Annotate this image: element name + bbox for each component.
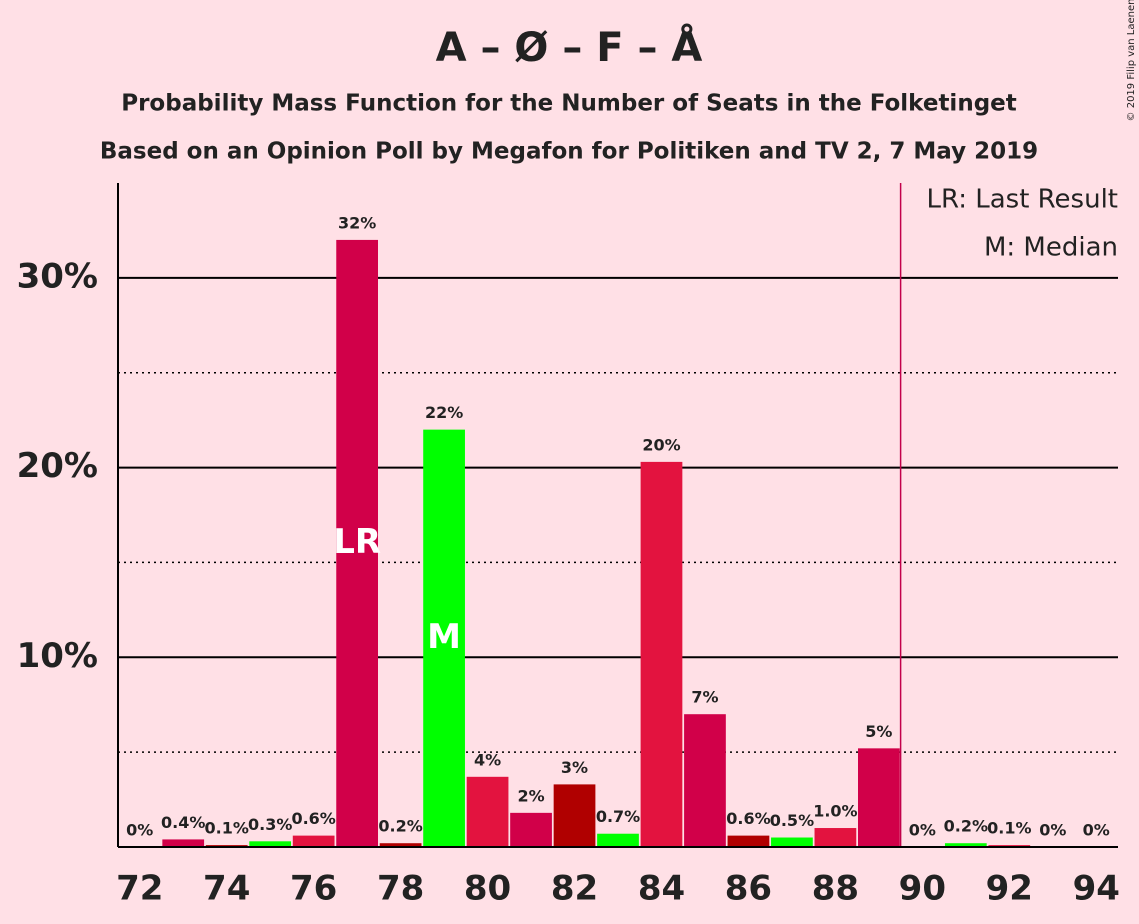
value-label: 0.1% <box>205 819 249 838</box>
bar <box>162 839 205 847</box>
annotation: LR <box>333 522 381 562</box>
value-label: 0.3% <box>248 815 292 834</box>
value-label: 22% <box>425 403 463 422</box>
bar <box>249 841 292 847</box>
x-tick-label: 86 <box>725 869 772 909</box>
bar <box>553 784 596 847</box>
value-label: 0.6% <box>726 809 770 828</box>
bar <box>423 429 465 847</box>
value-label: 0.2% <box>944 817 988 836</box>
bar <box>814 828 857 847</box>
value-label: 0.7% <box>596 807 640 826</box>
value-label: 0% <box>909 821 936 840</box>
value-label: 0.1% <box>987 819 1031 838</box>
bar <box>466 776 509 847</box>
chart-subtitle: Probability Mass Function for the Number… <box>121 91 1017 117</box>
copyright: © 2019 Filip van Laenen <box>1126 0 1137 121</box>
bar <box>858 748 900 847</box>
x-tick-label: 84 <box>638 869 685 909</box>
value-label: 7% <box>691 688 718 707</box>
chart-subtitle: Based on an Opinion Poll by Megafon for … <box>100 139 1038 165</box>
value-label: 3% <box>561 758 588 777</box>
value-label: 20% <box>642 435 680 454</box>
value-label: 0.6% <box>291 809 335 828</box>
annotation: M <box>427 617 461 657</box>
legend-entry: M: Median <box>984 233 1118 263</box>
value-label: 32% <box>338 213 376 232</box>
value-label: 1.0% <box>813 802 857 821</box>
bar <box>944 843 987 847</box>
x-tick-label: 74 <box>203 869 250 909</box>
y-tick-label: 30% <box>17 256 98 296</box>
value-label: 0.5% <box>770 811 814 830</box>
chart-title: A – Ø – F – Å <box>436 22 703 71</box>
y-tick-label: 20% <box>17 446 98 486</box>
legend-entry: LR: Last Result <box>926 185 1118 215</box>
value-label: 0% <box>1083 821 1110 840</box>
bar <box>336 239 378 847</box>
x-tick-label: 78 <box>377 869 424 909</box>
x-tick-label: 92 <box>986 869 1033 909</box>
value-label: 4% <box>474 750 501 769</box>
bar <box>684 714 726 847</box>
x-tick-label: 72 <box>116 869 163 909</box>
x-tick-label: 80 <box>464 869 511 909</box>
value-label: 0.2% <box>378 817 422 836</box>
bar <box>292 835 335 847</box>
y-tick-label: 10% <box>17 636 98 676</box>
x-tick-label: 88 <box>812 869 859 909</box>
value-label: 0% <box>126 821 153 840</box>
bar <box>597 833 639 847</box>
value-label: 0% <box>1039 821 1066 840</box>
value-label: 5% <box>865 722 892 741</box>
value-label: 2% <box>517 786 544 805</box>
x-tick-label: 76 <box>290 869 337 909</box>
bar <box>771 837 813 847</box>
x-tick-label: 82 <box>551 869 598 909</box>
bar <box>379 843 422 847</box>
bar <box>510 812 552 847</box>
bar <box>640 461 683 847</box>
bar <box>727 835 770 847</box>
value-label: 0.4% <box>161 813 205 832</box>
x-tick-label: 90 <box>899 869 946 909</box>
x-tick-label: 94 <box>1073 869 1120 909</box>
